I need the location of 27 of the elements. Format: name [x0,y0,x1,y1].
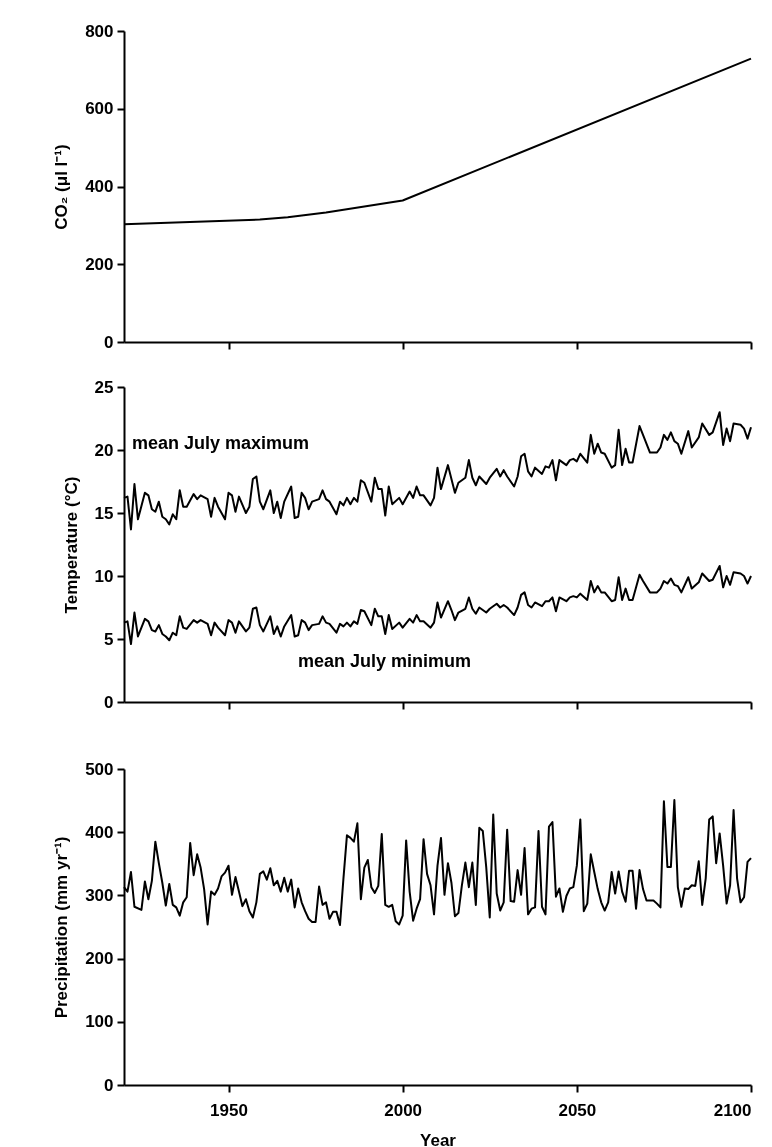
y-tick-label: 0 [104,1075,114,1095]
y-tick-label: 200 [85,949,114,969]
y-tick-label: 100 [85,1012,114,1032]
y-axis-title: Temperature (°C) [61,476,81,614]
x-tick-label: 1950 [210,1100,248,1120]
y-axis-title: Precipitation (mm yr⁻¹) [52,836,72,1019]
y-tick-label: 25 [94,377,114,397]
y-tick-label: 600 [85,99,114,119]
y-tick-label: 200 [85,254,114,274]
y-tick-label: 500 [85,759,114,779]
y-axis-title: CO₂ (μl l⁻¹) [52,144,72,230]
series-label: mean July maximum [132,433,310,453]
y-tick-label: 10 [94,566,114,586]
y-tick-label: 300 [85,885,114,905]
x-tick-label: 2100 [713,1100,752,1120]
y-tick-label: 800 [85,21,114,41]
y-tick-label: 400 [85,822,114,842]
y-tick-label: 15 [94,503,114,523]
y-tick-label: 20 [94,440,114,460]
x-tick-label: 2050 [558,1100,597,1120]
y-tick-label: 0 [104,692,114,712]
series-label: mean July minimum [298,651,472,671]
x-tick-label: 2000 [384,1100,423,1120]
y-tick-label: 0 [104,332,114,352]
x-axis-title: Year [420,1130,457,1147]
y-tick-label: 400 [85,177,114,196]
y-tick-label: 5 [104,629,114,649]
